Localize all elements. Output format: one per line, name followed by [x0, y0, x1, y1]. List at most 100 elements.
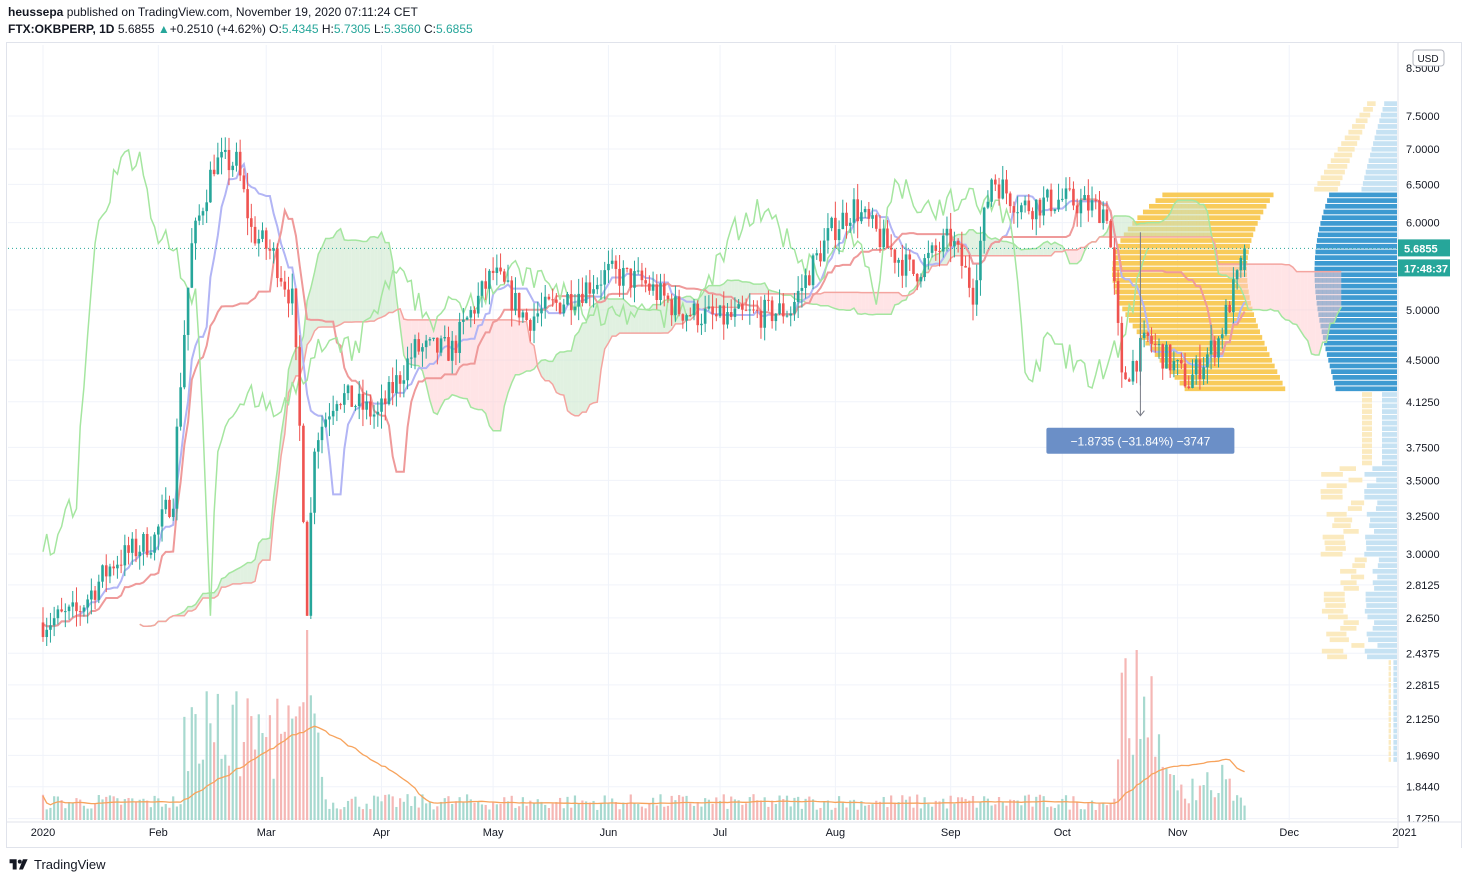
candle-body	[785, 315, 789, 317]
high-label: H:	[321, 22, 334, 36]
cloud-segment	[746, 281, 750, 303]
cloud-segment	[1315, 271, 1319, 355]
currency-badge-text: USD	[1417, 54, 1438, 65]
volume-bar	[1050, 806, 1053, 820]
candle-body	[246, 189, 249, 219]
vp-bar-down	[1388, 740, 1391, 745]
cloud-segment	[362, 241, 367, 322]
vp-bar-down	[1327, 654, 1348, 660]
vp-bar-down	[1362, 437, 1372, 443]
candle-body	[733, 308, 737, 317]
volume-bar	[614, 802, 617, 820]
vp-bar-down	[1343, 529, 1359, 534]
cloud-segment	[232, 569, 237, 584]
candle-body	[1109, 220, 1112, 248]
cloud-segment	[861, 292, 866, 315]
cloud-segment	[1188, 200, 1193, 237]
volume-bar	[1098, 803, 1101, 820]
cloud-segment	[370, 236, 375, 322]
volume-bar	[499, 803, 502, 820]
candle-body	[1042, 197, 1045, 216]
vp-bar-up	[1364, 608, 1397, 614]
volume-bar	[97, 795, 100, 820]
volume-bar	[611, 798, 614, 820]
vp-bar-down	[1388, 751, 1391, 757]
candle-body	[417, 339, 421, 352]
volume-bar	[856, 809, 859, 820]
candle-body	[908, 254, 912, 260]
volume-bar	[421, 794, 424, 820]
candle-body	[822, 240, 826, 262]
vp-bar-up	[1329, 192, 1397, 198]
candle-body	[123, 545, 127, 566]
cloud-segment	[634, 305, 639, 334]
volume-bar	[529, 800, 532, 820]
vp-bar-up	[1393, 682, 1397, 688]
candle-body	[171, 508, 175, 517]
vp-bar-up	[1366, 546, 1397, 551]
candle-body	[666, 295, 670, 300]
time-tick-label: Jun	[600, 827, 618, 839]
vp-bar-up	[1382, 392, 1397, 397]
vp-bar-up	[1393, 740, 1397, 745]
candle-body	[499, 267, 502, 272]
volume-bar	[983, 796, 986, 820]
candle-body	[369, 401, 372, 417]
price-axis: 7.5000 7.0000 6.5000 6.0000 5.0000 4.5000 4.12…	[1397, 43, 1461, 849]
candle-body	[484, 281, 487, 289]
volume-bar	[462, 802, 465, 820]
candle-body	[1105, 209, 1109, 221]
volume-bar	[120, 804, 123, 820]
candle-body	[837, 229, 841, 241]
candle-body	[521, 312, 525, 318]
candle-body	[774, 313, 778, 322]
candle-body	[67, 606, 71, 612]
candle-body	[216, 157, 220, 175]
volume-bar	[294, 716, 298, 820]
volume-bar	[1143, 696, 1146, 820]
candle-body	[863, 208, 867, 213]
volume-bar	[380, 801, 383, 820]
volume-bar	[436, 806, 439, 820]
cloud-segment	[526, 321, 531, 371]
vp-bar-down	[1320, 489, 1343, 494]
candle-body	[979, 240, 982, 281]
symbol-name[interactable]: FTX:OKBPERP, 1D	[8, 22, 115, 36]
candle-body	[480, 281, 484, 296]
volume-bar	[741, 804, 744, 820]
vp-bar-up	[1362, 181, 1397, 186]
candle-body	[1224, 304, 1228, 335]
candle-body	[681, 314, 685, 321]
candle-body	[1239, 257, 1243, 271]
cloud-segment	[1252, 264, 1256, 310]
candle-body	[618, 268, 621, 286]
candle-body	[1150, 335, 1153, 344]
candle-body	[1127, 379, 1131, 382]
candle-body	[1198, 359, 1202, 380]
vp-bar-down	[1388, 717, 1391, 722]
volume-bar	[358, 806, 361, 820]
cloud-segment	[545, 359, 549, 381]
volume-bar	[711, 803, 714, 820]
volume-profile	[1112, 101, 1397, 762]
volume-bar	[730, 796, 733, 820]
vp-bar-up	[1364, 551, 1397, 557]
volume-bar	[1061, 798, 1064, 820]
volume-bar	[175, 806, 179, 820]
cloud-segment	[1147, 222, 1152, 237]
cloud-segment	[1181, 200, 1186, 237]
candle-body	[212, 169, 216, 175]
cloud-segment	[247, 562, 252, 583]
candle-body	[1034, 199, 1038, 220]
volume-bar	[231, 704, 234, 820]
candle-body	[119, 564, 123, 566]
candle-body	[562, 304, 566, 314]
cloud-segment	[891, 292, 895, 315]
candle-body	[1072, 188, 1075, 206]
volume-bar	[960, 797, 963, 820]
volume-bar	[1087, 803, 1090, 820]
cloud-segment	[1292, 267, 1297, 325]
footer-brand[interactable]: TradingView	[8, 856, 106, 872]
publisher-name[interactable]: heussepa	[8, 5, 64, 19]
